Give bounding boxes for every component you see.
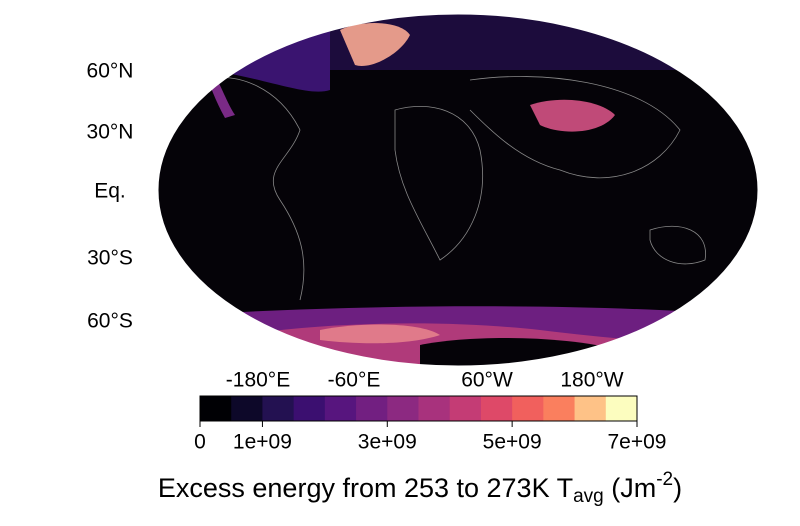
colorbar-bin [231,396,263,421]
title-main: Excess energy from 253 to 273K T [158,473,573,503]
lat-label: 30°N [87,121,134,144]
colorbar-bin [605,396,638,421]
map-area [158,14,758,366]
colorbar-tick-label: 5e+09 [483,431,542,454]
colorbar-bin [574,396,607,421]
lat-label: 60°N [87,60,134,83]
title-superscript: -2 [656,469,673,490]
colorbar-bin [324,396,357,421]
title-unit: (Jm [604,473,656,503]
colorbar-bin [449,396,482,421]
lat-label: 30°S [87,247,133,270]
title-subscript: avg [573,486,604,507]
colorbar-bin [387,396,419,421]
title-unit-close: ) [673,473,682,503]
colorbar-tick-label: 0 [194,431,206,454]
lon-label: 60°W [461,369,513,392]
colorbar-bin [480,396,513,421]
colorbar-tick-label: 3e+09 [358,431,417,454]
colorbar-title: Excess energy from 253 to 273K Tavg (Jm-… [158,469,682,507]
lat-label: 60°S [87,310,133,333]
colorbar-tick-label: 1e+09 [233,431,292,454]
lon-label: 180°W [560,369,623,392]
lon-label: -180°E [226,369,290,392]
colorbar-bin [356,396,388,421]
colorbar-bin [262,396,295,421]
colorbar-bin [200,396,232,421]
colorbar: 0 1e+09 3e+09 5e+09 7e+09 [194,395,667,454]
lat-labels: 60°N 30°N Eq. 30°S 60°S [87,60,134,333]
lon-labels: -180°E -60°E 60°W 180°W [226,369,624,392]
lon-label: -60°E [328,369,381,392]
colorbar-bin [512,396,544,421]
lat-label: Eq. [94,180,126,203]
coastlines [199,76,706,301]
colorbar-tick-label: 7e+09 [608,431,667,454]
colorbar-bin [293,396,326,421]
colorbar-frame [199,395,638,422]
colorbar-bin [543,396,576,421]
colorbar-bin [418,396,451,421]
globe-outline [157,13,759,367]
